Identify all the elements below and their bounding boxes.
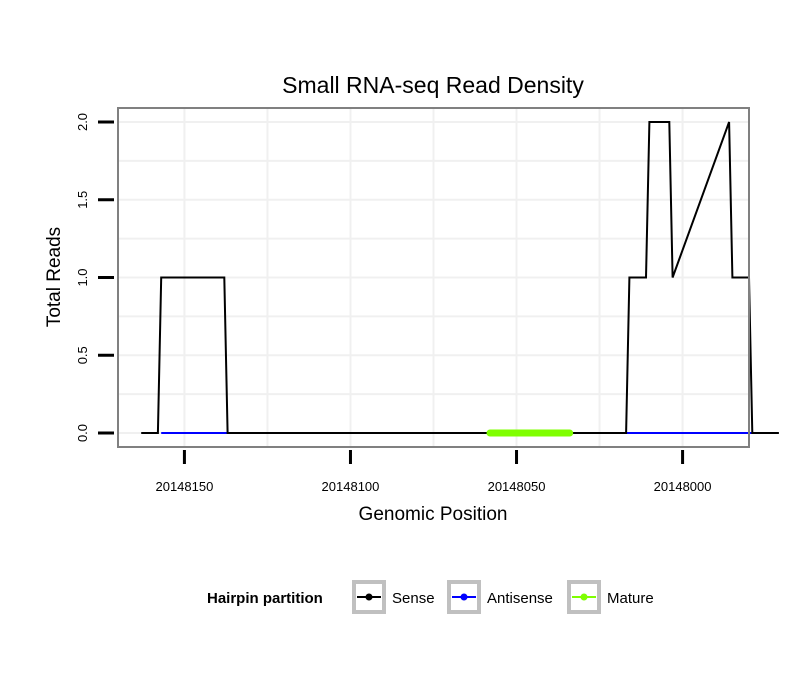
y-axis-title: Total Reads xyxy=(44,227,65,327)
chart-title: Small RNA-seq Read Density xyxy=(282,72,584,98)
y-tick-label: 0.0 xyxy=(75,424,90,442)
y-tick-label: 0.5 xyxy=(75,346,90,364)
y-tick-label: 1.5 xyxy=(75,191,90,209)
legend-items: Sense Antisense Mature xyxy=(352,580,654,614)
legend-key-point xyxy=(365,593,373,601)
y-tick-label: 2.0 xyxy=(75,113,90,131)
x-tick-label: 20148150 xyxy=(155,479,213,494)
x-tick-label: 20148050 xyxy=(488,479,546,494)
legend-key-point xyxy=(580,593,588,601)
legend-key-point xyxy=(460,593,468,601)
legend-label-mature: Mature xyxy=(607,590,654,607)
plot-border xyxy=(117,107,750,448)
legend: Hairpin partition Sense Antisense Mature xyxy=(207,580,654,614)
legend-title: Hairpin partition xyxy=(207,590,323,607)
legend-label-sense: Sense xyxy=(392,590,435,607)
series-line-sense xyxy=(141,121,779,434)
x-tick-label: 20148100 xyxy=(322,479,380,494)
series-lines xyxy=(141,121,779,437)
x-axis-title: Genomic Position xyxy=(359,504,508,525)
axis-ticks: 20148150 20148100 20148050 20148000 0.0 0.5 1.… xyxy=(75,113,712,494)
legend-label-antisense: Antisense xyxy=(487,590,553,607)
y-tick-label: 1.0 xyxy=(75,268,90,286)
x-tick-label: 20148000 xyxy=(654,479,712,494)
